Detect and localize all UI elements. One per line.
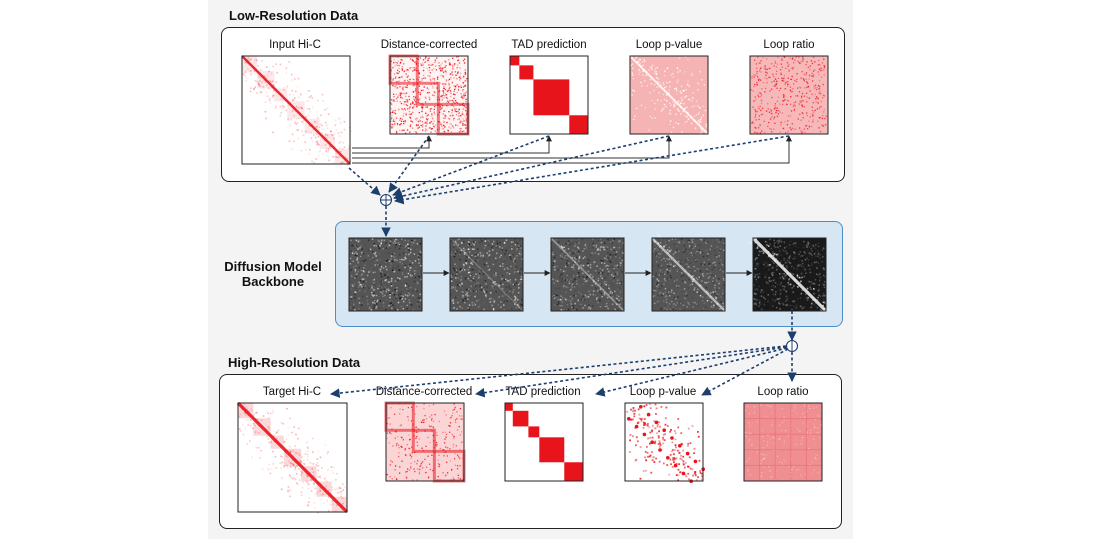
- dash-distance: [388, 135, 430, 193]
- dash-input: [348, 167, 381, 196]
- high-distance-corrected-label: Distance-corrected: [375, 386, 473, 398]
- backbone-label-line1: Diffusion Model: [224, 259, 322, 274]
- high-distance-corrected-map: [384, 401, 466, 483]
- feed-line-pvalue: [352, 135, 672, 159]
- denoise-frame-2: [449, 237, 524, 312]
- low-distance-corrected-map: [388, 54, 470, 136]
- backbone-label: Diffusion Model Backbone: [218, 259, 328, 289]
- feed-line-tad: [352, 135, 552, 154]
- low-input-hic-map: [241, 55, 352, 166]
- high-loop-ratio-label: Loop ratio: [757, 386, 809, 398]
- low-res-dashed-connections: [348, 135, 790, 237]
- low-loop-pvalue-map: [629, 55, 709, 135]
- backbone-label-line2: Backbone: [241, 274, 305, 289]
- denoise-frame-4: [651, 234, 726, 312]
- dash-out-target: [330, 345, 787, 398]
- dash-pvalue: [393, 135, 670, 201]
- low-loop-pvalue-label: Loop p-value: [635, 39, 703, 51]
- high-tad-prediction-map: [504, 402, 584, 482]
- high-loop-ratio-map: [743, 402, 823, 482]
- high-loop-pvalue-map: [624, 402, 705, 484]
- high-tad-prediction-label: TAD prediction: [505, 386, 581, 398]
- high-target-hic-map: [236, 401, 349, 514]
- concat-plus-icon: [379, 193, 393, 207]
- dash-tad: [392, 135, 550, 197]
- low-res-title: Low-Resolution Data: [229, 8, 359, 23]
- low-loop-ratio-map: [749, 55, 829, 135]
- denoise-frame-1: [348, 237, 423, 312]
- high-res-title: High-Resolution Data: [228, 355, 361, 370]
- dash-out-distance: [475, 346, 787, 398]
- low-tad-prediction-label: TAD prediction: [511, 39, 587, 51]
- high-loop-pvalue-label: Loop p-value: [629, 386, 697, 398]
- low-input-hic-label: Input Hi-C: [269, 39, 321, 51]
- denoise-frame-3: [550, 237, 625, 313]
- denoise-frame-5: [749, 236, 830, 316]
- high-res-dashed-connections: [330, 311, 797, 398]
- split-node-icon: [785, 339, 799, 353]
- feed-line-ratio: [352, 135, 792, 164]
- dash-out-pvalue: [701, 348, 789, 396]
- low-tad-prediction-map: [509, 55, 589, 135]
- dash-ratio: [394, 135, 790, 205]
- dash-out-tad: [595, 347, 788, 397]
- feed-line-distance: [352, 135, 432, 149]
- low-distance-corrected-label: Distance-corrected: [380, 39, 478, 51]
- low-loop-ratio-label: Loop ratio: [763, 39, 815, 51]
- input-feed-lines: [352, 135, 792, 164]
- high-target-hic-label: Target Hi-C: [262, 386, 322, 398]
